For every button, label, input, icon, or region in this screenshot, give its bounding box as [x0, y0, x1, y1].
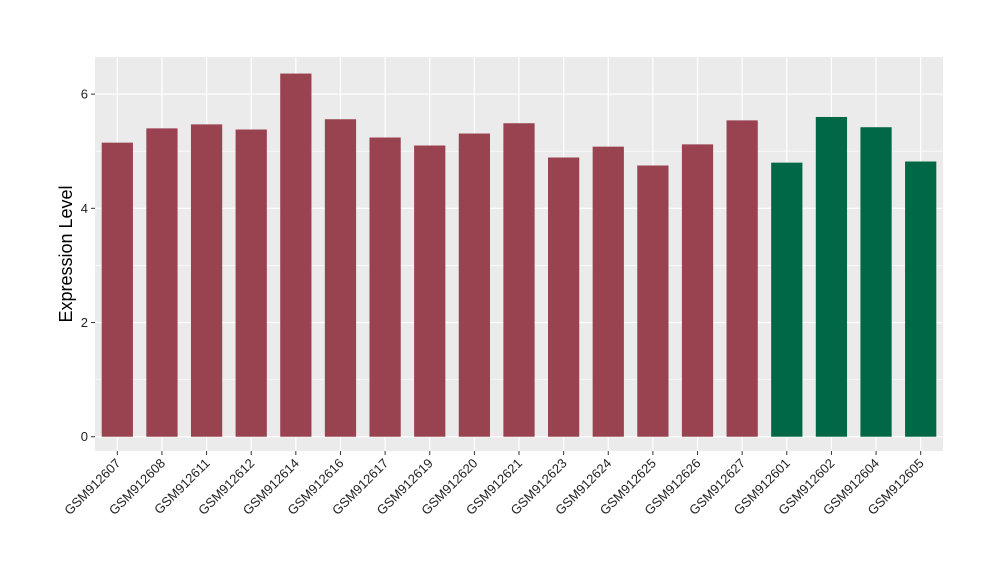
bar-GSM912617 — [369, 137, 401, 437]
bar-GSM912616 — [324, 119, 357, 437]
y-tick-label: 2 — [81, 315, 88, 330]
bar-GSM912624 — [592, 146, 624, 437]
bar-GSM912625 — [637, 165, 669, 437]
y-axis-title: Expression Level — [56, 185, 76, 322]
bar-GSM912601 — [771, 162, 803, 437]
bar-GSM912619 — [414, 145, 446, 437]
bar-GSM912614 — [280, 73, 312, 437]
y-tick-label: 4 — [81, 201, 88, 216]
bar-GSM912627 — [726, 120, 758, 437]
bar-GSM912623 — [548, 157, 580, 437]
bar-GSM912626 — [681, 144, 714, 437]
y-tick-label: 0 — [81, 429, 88, 444]
y-tick-label: 6 — [81, 87, 88, 102]
bar-GSM912621 — [503, 123, 535, 437]
bar-GSM912607 — [101, 142, 133, 437]
bar-GSM912620 — [458, 133, 490, 437]
bar-GSM912608 — [146, 128, 178, 437]
bar-GSM912602 — [815, 116, 848, 437]
x-axis: GSM912607GSM912608GSM912611GSM912612GSM9… — [61, 451, 927, 518]
bar-GSM912604 — [860, 127, 892, 437]
bar-GSM912612 — [235, 129, 267, 437]
bar-GSM912605 — [905, 161, 937, 437]
y-axis: 0 2 4 6 — [81, 87, 95, 444]
bars — [101, 73, 937, 437]
bar-GSM912611 — [190, 124, 223, 437]
